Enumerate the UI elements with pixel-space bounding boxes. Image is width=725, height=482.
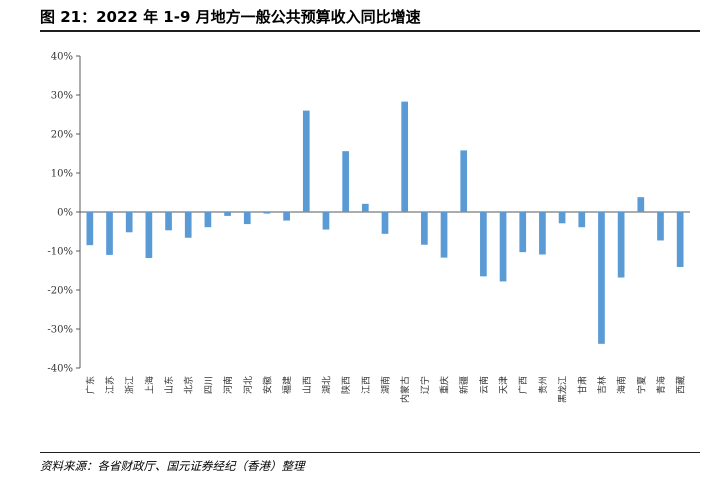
bar [617,212,625,278]
bar [480,212,487,277]
x-category-label: 湖南 [380,376,392,394]
bar [519,212,527,253]
y-tick-label: -10% [47,247,73,258]
bar [243,212,251,225]
x-category-label: 内蒙古 [399,376,411,403]
bar [125,212,133,233]
x-category-label: 甘肃 [576,376,588,394]
x-category-label: 新疆 [458,376,470,394]
y-tick-label: 0% [57,208,73,219]
x-category-label: 山东 [163,376,175,394]
bar [421,212,428,245]
x-category-label: 贵州 [537,376,549,394]
bar [342,151,349,212]
y-axis-ticks: 40% 30% 20% 10% 0% -10% -20% -30% -40% [47,52,80,375]
x-category-label: 青海 [655,376,667,394]
bar [322,212,330,230]
bar [440,212,448,258]
x-category-label: 广西 [517,376,529,394]
y-tick-label: -20% [47,286,73,297]
x-category-label: 湖北 [321,376,332,394]
x-category-label: 重庆 [439,376,451,394]
bar [637,197,645,212]
source-note: 资料来源：各省财政厅、国元证券经纪（香港）整理 [40,459,305,473]
x-category-label: 北京 [183,376,195,394]
bar [598,212,605,344]
y-tick-label: 30% [51,91,73,102]
y-tick-label: 40% [51,52,73,63]
x-category-label: 四川 [204,376,214,394]
bar [145,212,153,259]
x-category-label: 海南 [616,376,628,394]
x-category-label: 江西 [361,376,372,394]
bar [361,203,369,212]
bar [106,212,113,255]
bar [499,212,507,282]
x-category-label: 河北 [242,376,254,394]
x-category-label: 云南 [478,376,490,394]
x-category-label: 辽宁 [419,376,431,394]
y-tick-label: -30% [47,325,73,336]
x-category-label: 安徽 [261,376,273,394]
x-category-label: 山西 [302,376,313,394]
bar [204,212,212,228]
bars [86,101,684,344]
x-category-label: 河南 [222,376,234,394]
bar [224,212,231,216]
bar [302,110,310,212]
bar [558,212,566,224]
bar [460,150,468,212]
x-category-label: 陕西 [340,376,352,394]
x-category-label: 浙江 [124,376,136,394]
bar [283,212,290,221]
bar [184,212,192,238]
bar [401,101,409,212]
x-category-label: 西藏 [675,376,687,394]
x-category-label: 上海 [143,376,155,394]
bar [539,212,546,255]
bar [86,212,94,246]
x-category-label: 宁夏 [635,376,647,394]
bar [263,212,271,214]
y-tick-label: -40% [47,364,73,375]
x-category-label: 福建 [281,376,293,394]
bar [578,212,586,228]
bar [381,212,389,234]
title-underline [40,30,700,32]
x-category-label: 吉林 [596,376,608,394]
footer-rule [40,452,700,453]
x-category-label: 广东 [84,376,96,394]
y-tick-label: 10% [51,169,73,180]
x-category-label: 黑龙江 [557,376,569,403]
bar [676,212,684,267]
chart-title: 图 21：2022 年 1-9 月地方一般公共预算收入同比增速 [40,8,421,26]
category-labels: 广东 江苏 浙江 上海 山东 北京 四川 河南 河北 安徽 福建 山西 湖北 陕西 江西 湖南 内蒙古 辽宁 重庆新… [84,376,686,403]
y-tick-label: 20% [51,130,73,141]
bar [165,212,172,231]
bar [657,212,664,241]
x-category-label: 天津 [499,376,510,394]
x-category-label: 江苏 [104,376,116,394]
